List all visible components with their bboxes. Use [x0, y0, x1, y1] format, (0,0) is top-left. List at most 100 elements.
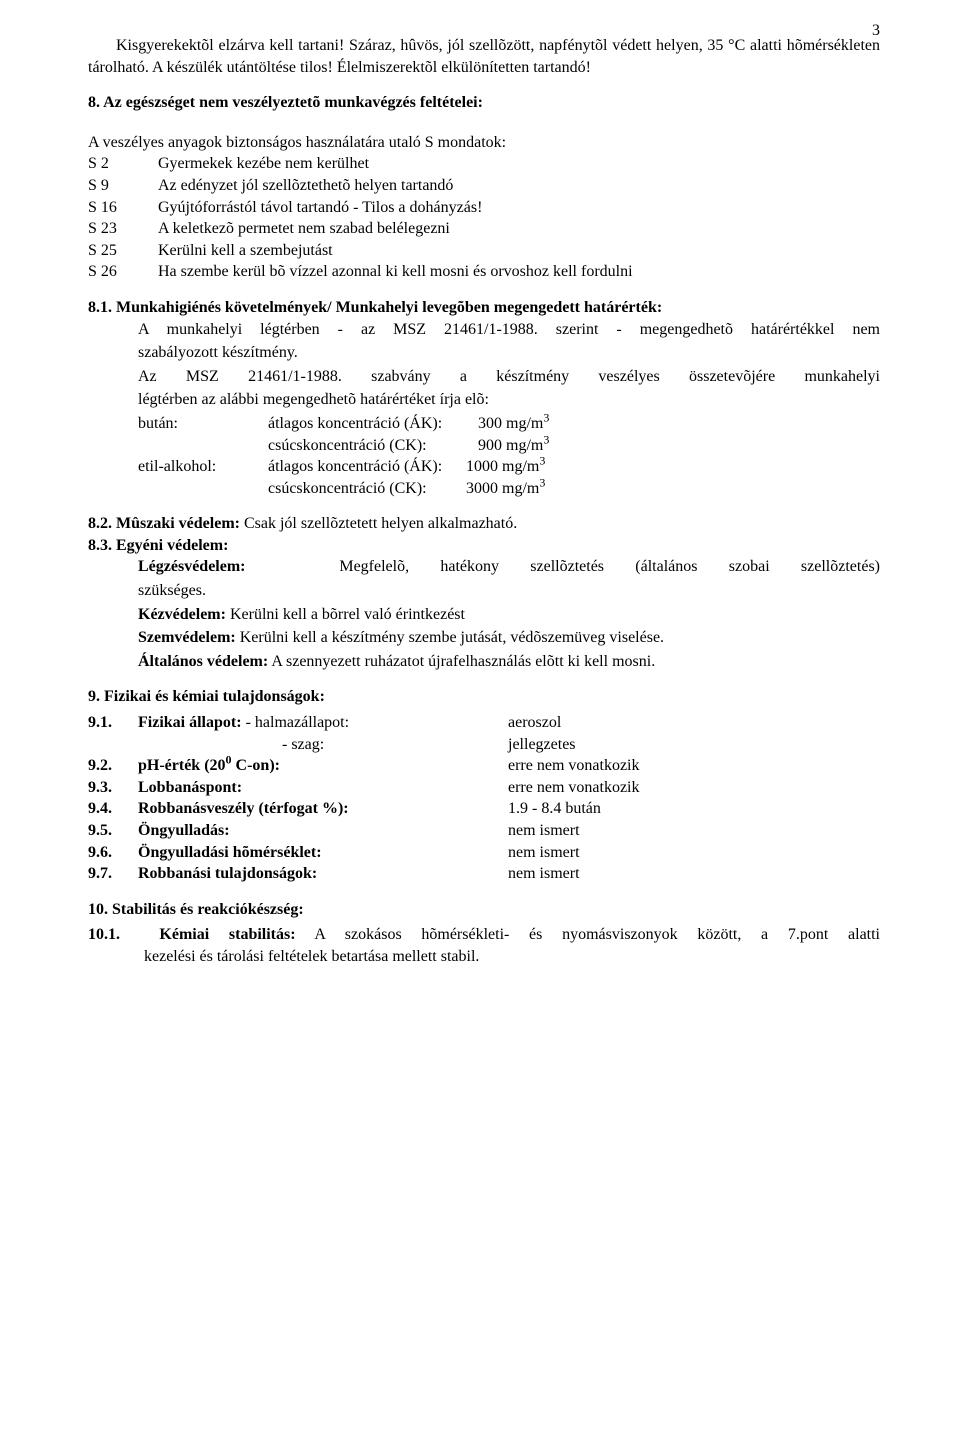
prop-val: nem ismert [508, 820, 880, 842]
s81-body1: A munkahelyi légtérben - az MSZ 21461/1-… [88, 319, 880, 341]
s-phrase-table: S 2 Gyermekek kezébe nem kerülhet S 9 Az… [88, 153, 880, 283]
conc-label: csúcskoncentráció (CK): [268, 478, 466, 500]
s81-body1b: szabályozott készítmény. [88, 342, 880, 364]
prop-label: - szag: [138, 734, 508, 756]
prop-val: aeroszol [508, 712, 880, 734]
s81-title: Munkahigiénés követelmények/ Munkahelyi … [116, 299, 662, 316]
prop-num [88, 734, 138, 756]
s-code: S 2 [88, 153, 158, 175]
prop-val: erre nem vonatkozik [508, 777, 880, 799]
szemvedelem: Szemvédelem: Kerülni kell a készítmény s… [88, 627, 880, 649]
prop-row: 9.6. Öngyulladási hõmérséklet: nem ismer… [88, 842, 880, 864]
conc-label: átlagos koncentráció (ÁK): [268, 413, 478, 435]
s-text: Az edényzet jól szellõztethetõ helyen ta… [158, 175, 880, 197]
prop-num: 9.2. [88, 755, 138, 777]
section-8-intro: A veszélyes anyagok biztonságos használa… [88, 132, 880, 154]
conc-val: 1000 mg/m3 [466, 456, 545, 478]
s-code: S 26 [88, 261, 158, 283]
prop-num: 9.1. [88, 712, 138, 734]
s82-num: 8.2. [88, 515, 112, 532]
s-text: Gyermekek kezébe nem kerülhet [158, 153, 880, 175]
conc-substance [138, 435, 268, 457]
s81-body2: Az MSZ 21461/1-1988. szabvány a készítmé… [88, 366, 880, 388]
prop-label: Fizikai állapot: - halmazállapot: [138, 712, 508, 734]
s-text: Gyújtóforrástól távol tartandó - Tilos a… [158, 197, 880, 219]
conc-val: 300 mg/m3 [478, 413, 549, 435]
s-row: S 2 Gyermekek kezébe nem kerülhet [88, 153, 880, 175]
alt-label: Általános védelem: [138, 653, 268, 670]
conc-row: etil-alkohol: átlagos koncentráció (ÁK):… [88, 456, 880, 478]
s81-body2b: légtérben az alábbi megengedhetõ határér… [88, 389, 880, 411]
prop-row: - szag: jellegzetes [88, 734, 880, 756]
s-row: S 9 Az edényzet jól szellõztethetõ helye… [88, 175, 880, 197]
conc-substance: etil-alkohol: [138, 456, 268, 478]
conc-val: 3000 mg/m3 [466, 478, 545, 500]
section-8-2: 8.2. Mûszaki védelem: Csak jól szellõzte… [88, 513, 880, 535]
section-10-1: 10.1. Kémiai stabilitás: A szokásos hõmé… [88, 924, 880, 946]
legz-end: szükséges. [88, 580, 880, 602]
section-9-heading: 9. Fizikai és kémiai tulajdonságok: [88, 686, 880, 708]
section-8-1: 8.1. Munkahigiénés követelmények/ Munkah… [88, 297, 880, 319]
prop-val: 1.9 - 8.4 bután [508, 798, 880, 820]
properties-table: 9.1. Fizikai állapot: - halmazállapot: a… [88, 712, 880, 885]
s101-num: 10.1. [88, 926, 120, 943]
s-code: S 16 [88, 197, 158, 219]
s-code: S 25 [88, 240, 158, 262]
s-row: S 16 Gyújtóforrástól távol tartandó - Ti… [88, 197, 880, 219]
s-row: S 26 Ha szembe kerül bõ vízzel azonnal k… [88, 261, 880, 283]
prop-val: nem ismert [508, 863, 880, 885]
kez-text: Kerülni kell a bõrrel való érintkezést [226, 606, 465, 623]
prop-label: Öngyulladási hõmérséklet: [138, 842, 508, 864]
conc-substance [138, 478, 268, 500]
prop-row: 9.7. Robbanási tulajdonságok: nem ismert [88, 863, 880, 885]
prop-label: Robbanási tulajdonságok: [138, 863, 508, 885]
prop-label: Öngyulladás: [138, 820, 508, 842]
szem-text: Kerülni kell a készítmény szembe jutását… [236, 629, 664, 646]
legz-label: Légzésvédelem: [138, 558, 246, 575]
s-text: Kerülni kell a szembejutást [158, 240, 880, 262]
s101-body2: kezelési és tárolási feltételek betartás… [88, 946, 880, 968]
prop-num: 9.6. [88, 842, 138, 864]
s83-title: Egyéni védelem: [116, 537, 228, 554]
section-8-heading: 8. Az egészséget nem veszélyeztetõ munka… [88, 92, 880, 114]
prop-label: Robbanásveszély (térfogat %): [138, 798, 508, 820]
prop-val: jellegzetes [508, 734, 880, 756]
s82-text: Csak jól szellõztetett helyen alkalmazha… [240, 515, 517, 532]
conc-row: csúcskoncentráció (CK): 3000 mg/m3 [88, 478, 880, 500]
s81-num: 8.1. [88, 299, 112, 316]
conc-label: átlagos koncentráció (ÁK): [268, 456, 466, 478]
s82-title: Mûszaki védelem: [116, 515, 240, 532]
prop-num: 9.4. [88, 798, 138, 820]
s-row: S 23 A keletkezõ permetet nem szabad bel… [88, 218, 880, 240]
prop-row: 9.2. pH-érték (200 C-on): erre nem vonat… [88, 755, 880, 777]
s-text: Ha szembe kerül bõ vízzel azonnal ki kel… [158, 261, 880, 283]
prop-label: pH-érték (200 C-on): [138, 755, 508, 777]
s83-num: 8.3. [88, 537, 112, 554]
conc-row: csúcskoncentráció (CK): 900 mg/m3 [88, 435, 880, 457]
prop-val: nem ismert [508, 842, 880, 864]
prop-val: erre nem vonatkozik [508, 755, 880, 777]
page-number: 3 [872, 20, 880, 42]
conc-row: bután: átlagos koncentráció (ÁK): 300 mg… [88, 413, 880, 435]
prop-num: 9.5. [88, 820, 138, 842]
storage-paragraph: Kisgyerekektõl elzárva kell tartani! Szá… [88, 35, 880, 78]
s-row: S 25 Kerülni kell a szembejutást [88, 240, 880, 262]
prop-num: 9.3. [88, 777, 138, 799]
s101-body1: A szokásos hõmérsékleti- és nyomásviszon… [314, 926, 880, 943]
prop-label: Lobbanáspont: [138, 777, 508, 799]
prop-row: 9.3. Lobbanáspont: erre nem vonatkozik [88, 777, 880, 799]
legz-mid: Megfelelõ, hatékony szellõztetés (általá… [339, 558, 880, 575]
alt-text: A szennyezett ruházatot újrafelhasználás… [268, 653, 655, 670]
conc-label: csúcskoncentráció (CK): [268, 435, 478, 457]
section-10-heading: 10. Stabilitás és reakciókészség: [88, 899, 880, 921]
altvedelem: Általános védelem: A szennyezett ruházat… [88, 651, 880, 673]
s101-title: Kémiai stabilitás: [159, 926, 295, 943]
prop-num: 9.7. [88, 863, 138, 885]
s-code: S 23 [88, 218, 158, 240]
prop-row: 9.5. Öngyulladás: nem ismert [88, 820, 880, 842]
conc-substance: bután: [138, 413, 268, 435]
s-text: A keletkezõ permetet nem szabad belélege… [158, 218, 880, 240]
kez-label: Kézvédelem: [138, 606, 226, 623]
legzvedelem: Légzésvédelem: Megfelelõ, hatékony szell… [88, 556, 880, 578]
szem-label: Szemvédelem: [138, 629, 236, 646]
